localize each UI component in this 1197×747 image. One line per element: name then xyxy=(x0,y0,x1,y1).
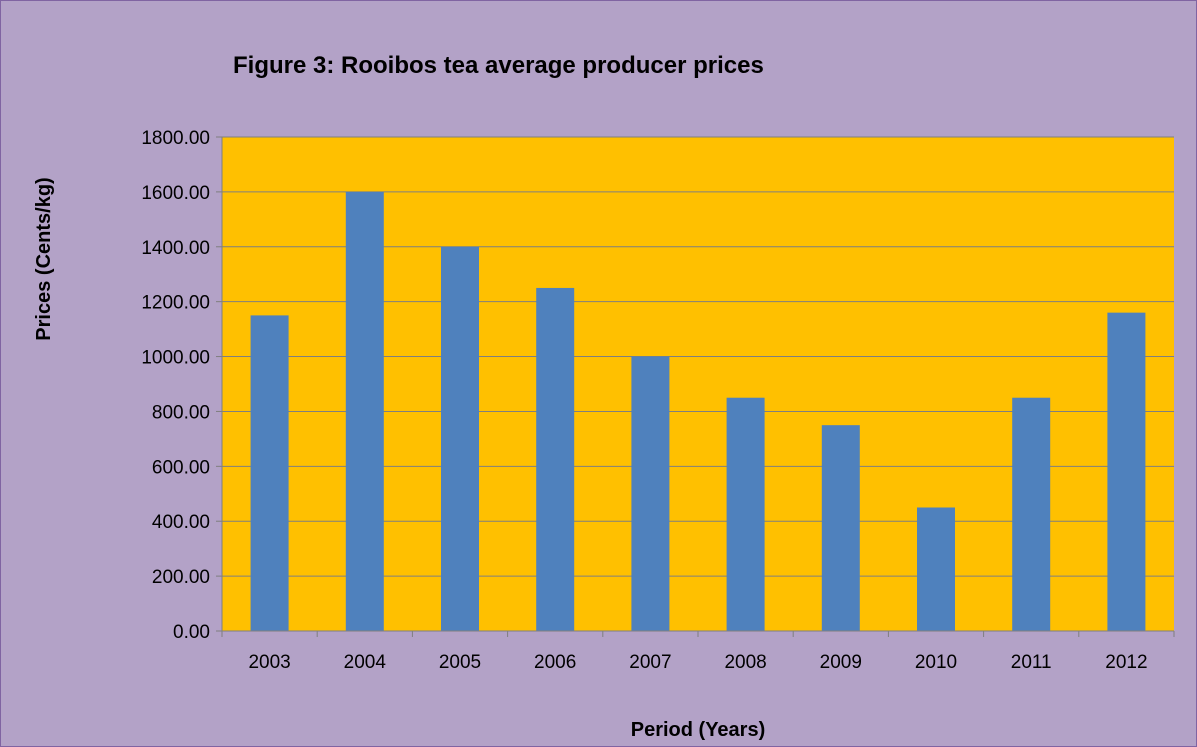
bar-2008 xyxy=(726,397,765,631)
bar-2011 xyxy=(1012,397,1051,631)
y-tick-label: 1600.00 xyxy=(141,183,210,204)
x-tick-label: 2012 xyxy=(1105,652,1147,673)
y-tick-label: 0.00 xyxy=(173,622,210,643)
bar-2007 xyxy=(631,356,670,631)
y-tick-label: 600.00 xyxy=(152,457,210,478)
x-tick-label: 2005 xyxy=(439,652,481,673)
y-tick-label: 1000.00 xyxy=(141,348,210,369)
y-tick-label: 200.00 xyxy=(152,567,210,588)
bar-2012 xyxy=(1107,312,1146,631)
bar-2004 xyxy=(345,191,384,631)
x-tick-labels: 2003 2004 2005 2006 2007 2008 2009 2010 2011 2012 xyxy=(248,652,1147,673)
x-tick-label: 2011 xyxy=(1011,652,1052,673)
y-tick-label: 400.00 xyxy=(152,512,210,533)
x-tick-label: 2003 xyxy=(248,652,290,673)
bar-2003 xyxy=(250,315,289,631)
x-tick-label: 2004 xyxy=(344,652,387,673)
bar-2009 xyxy=(821,425,860,631)
x-tick-label: 2007 xyxy=(629,652,671,673)
y-axis-title: Prices (Cents/kg) xyxy=(33,177,55,340)
y-tick-label: 1200.00 xyxy=(141,293,210,314)
y-tick-label: 1400.00 xyxy=(141,238,210,259)
x-tick-label: 2008 xyxy=(724,652,766,673)
bar-2006 xyxy=(536,287,575,631)
chart-title: Figure 3: Rooibos tea average producer p… xyxy=(233,52,764,79)
x-axis-title: Period (Years) xyxy=(631,719,766,741)
y-tick-labels: 0.00 200.00 400.00 600.00 800.00 1000.00 1200.… xyxy=(141,128,210,643)
bar-2010 xyxy=(917,507,955,631)
bars xyxy=(250,191,1146,631)
x-tick-label: 2010 xyxy=(915,652,957,673)
y-tick-label: 1800.00 xyxy=(141,128,210,149)
axes xyxy=(216,136,1175,637)
bar-2005 xyxy=(441,246,479,631)
y-tick-label: 800.00 xyxy=(152,402,210,423)
x-tick-label: 2006 xyxy=(534,652,576,673)
x-tick-label: 2009 xyxy=(820,652,862,673)
